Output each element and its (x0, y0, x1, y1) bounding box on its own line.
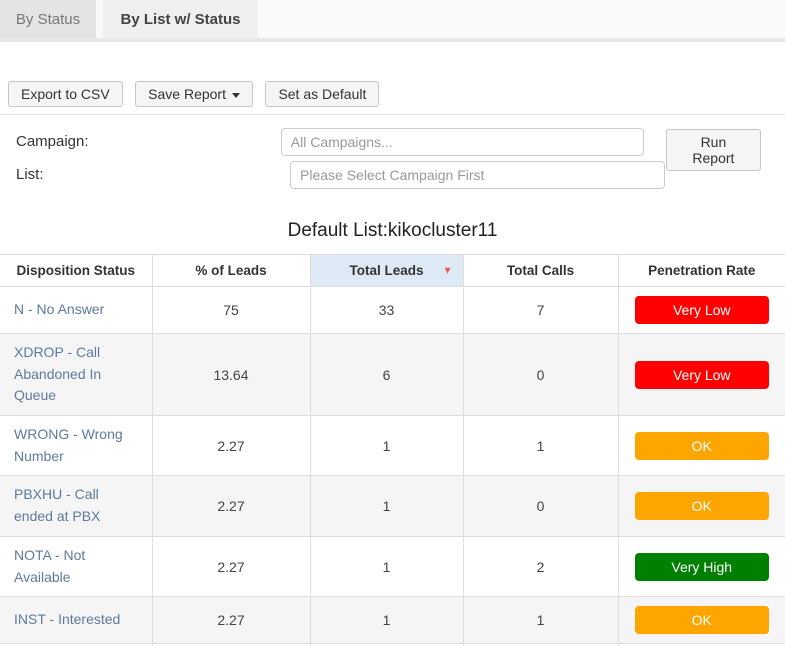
total-calls-cell: 0 (462, 475, 618, 537)
penetration-rate-cell: OK (617, 643, 785, 646)
disposition-status-link[interactable]: INST - Interested (0, 596, 152, 645)
total-calls-cell: 7 (462, 286, 618, 334)
tab-by-status[interactable]: By Status (0, 0, 96, 38)
disposition-status-link[interactable]: WRONG - Wrong Number (0, 415, 152, 477)
penetration-rate-cell: Very Low (617, 286, 785, 334)
total-leads-cell: 6 (309, 333, 463, 417)
column-header-pct-of-leads[interactable]: % of Leads (151, 254, 310, 287)
save-report-label: Save Report (148, 86, 226, 102)
run-report-button[interactable]: Run Report (665, 129, 761, 171)
save-report-button[interactable]: Save Report (135, 81, 253, 107)
disposition-status-link[interactable]: XDROP - Call Abandoned In Queue (0, 333, 152, 417)
set-as-default-button[interactable]: Set as Default (265, 81, 380, 107)
pct-of-leads-cell: 2.27 (151, 596, 310, 645)
total-leads-cell: 1 (309, 643, 463, 646)
penetration-rate-cell: OK (617, 415, 785, 477)
tab-bar: By Status By List w/ Status (0, 0, 785, 42)
column-header-disposition-status[interactable]: Disposition Status (0, 254, 152, 287)
pct-of-leads-cell: 13.64 (151, 333, 310, 417)
list-input[interactable] (290, 161, 665, 189)
pct-of-leads-cell: 2.27 (151, 415, 310, 477)
toolbar: Export to CSV Save Report Set as Default (0, 42, 785, 115)
penetration-rate-cell: Very Low (617, 333, 785, 417)
penetration-rate-badge: Very Low (634, 296, 769, 324)
penetration-rate-cell: Very High (617, 536, 785, 598)
total-leads-cell: 1 (309, 596, 463, 645)
total-leads-cell: 1 (309, 475, 463, 537)
table-row: NOTA - Not Available 2.27 1 2 Very High (0, 536, 785, 598)
penetration-rate-badge: OK (634, 492, 769, 521)
pct-of-leads-cell: 75 (151, 286, 310, 334)
penetration-rate-badge: OK (634, 431, 769, 460)
penetration-rate-badge: OK (634, 606, 769, 635)
column-header-penetration-rate[interactable]: Penetration Rate (617, 254, 785, 287)
disposition-status-link[interactable]: NOTA - Not Available (0, 536, 152, 598)
pct-of-leads-cell: 2.27 (151, 536, 310, 598)
pct-of-leads-cell: 2.27 (151, 475, 310, 537)
table-row: INST - Interested 2.27 1 1 OK (0, 596, 785, 645)
pct-of-leads-cell: 2.27 (151, 643, 310, 646)
export-to-csv-button[interactable]: Export to CSV (8, 81, 123, 107)
total-calls-cell: 1 (462, 596, 618, 645)
total-calls-cell: 2 (462, 536, 618, 598)
disposition-table: Disposition Status % of Leads Total Lead… (0, 254, 785, 646)
sort-descending-icon: ▼ (442, 265, 453, 276)
table-row: N - No Answer 75 33 7 Very Low (0, 286, 785, 334)
total-leads-cell: 1 (309, 415, 463, 477)
table-row: PBXHU - Call ended at PBX 2.27 1 0 OK (0, 475, 785, 537)
column-header-total-calls[interactable]: Total Calls (462, 254, 618, 287)
total-leads-header-label: Total Leads (349, 263, 424, 278)
default-list-title: Default List:kikocluster11 (287, 220, 498, 241)
tab-by-list-w-status[interactable]: By List w/ Status (103, 0, 258, 38)
campaign-input[interactable] (280, 128, 644, 156)
total-calls-cell: 0 (462, 643, 618, 646)
penetration-rate-badge: Very Low (634, 360, 769, 389)
total-calls-cell: 1 (462, 415, 618, 477)
total-leads-cell: 33 (309, 286, 463, 334)
caret-down-icon (231, 92, 240, 98)
campaign-label: Campaign: (16, 133, 89, 150)
total-calls-cell: 0 (462, 333, 618, 417)
table-row: WRONG - Wrong Number 2.27 1 1 OK (0, 415, 785, 477)
disposition-status-link[interactable]: INBND - Inbound Call (0, 643, 152, 646)
penetration-rate-cell: OK (617, 596, 785, 645)
disposition-status-link[interactable]: PBXHU - Call ended at PBX (0, 475, 152, 537)
table-row: XDROP - Call Abandoned In Queue 13.64 6 0 Ve… (0, 333, 785, 417)
column-header-total-leads[interactable]: Total Leads ▼ (309, 254, 463, 287)
total-leads-cell: 1 (309, 536, 463, 598)
penetration-rate-badge: Very High (634, 552, 769, 581)
table-header-row: Disposition Status % of Leads Total Lead… (0, 254, 785, 287)
report-filters: Campaign: Run Report List: (0, 115, 785, 189)
list-label: List: (16, 166, 44, 183)
penetration-rate-cell: OK (617, 475, 785, 537)
disposition-status-link[interactable]: N - No Answer (0, 286, 152, 334)
